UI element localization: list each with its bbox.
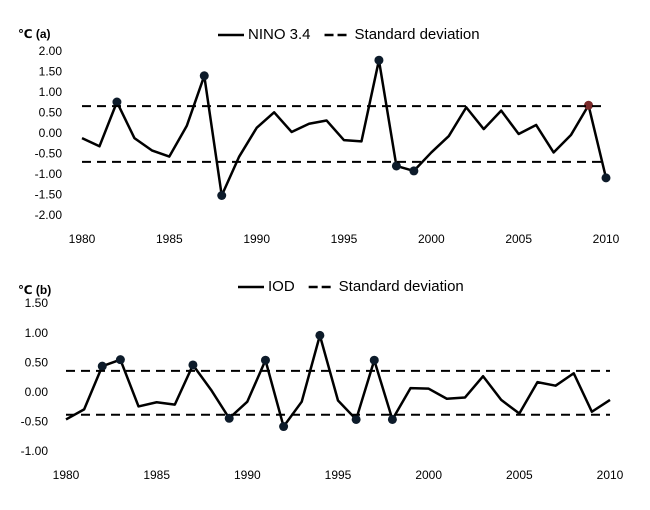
highlight-marker	[217, 191, 227, 200]
annotation: ℃ (b)	[18, 283, 51, 297]
y-tick-label: 0.00	[25, 385, 49, 399]
highlight-marker	[260, 355, 270, 365]
x-tick-label: 2010	[593, 232, 620, 246]
y-tick-label: 1.00	[25, 326, 49, 340]
highlight-marker	[584, 100, 594, 110]
y-tick-label: 1.50	[25, 296, 49, 310]
legend-label: Standard deviation	[355, 26, 480, 43]
legend-label: IOD	[268, 278, 295, 295]
y-tick-label: -0.50	[21, 415, 49, 429]
highlight-marker	[224, 413, 234, 423]
x-tick-label: 1980	[69, 232, 96, 246]
x-tick-label: 2010	[597, 468, 624, 482]
y-tick-label: -2.00	[35, 208, 63, 222]
x-tick-label: 1990	[243, 232, 270, 246]
highlight-marker	[188, 360, 198, 370]
y-tick-label: -1.50	[35, 188, 63, 202]
legend-label: NINO 3.4	[248, 26, 311, 43]
highlight-marker	[112, 97, 122, 107]
series-line	[81, 58, 608, 197]
y-tick-label: 0.50	[39, 106, 63, 120]
x-tick-label: 2000	[415, 468, 442, 482]
x-tick-label: 1985	[156, 232, 183, 246]
highlight-marker	[409, 166, 419, 176]
y-tick-label: 1.50	[39, 65, 63, 79]
highlight-marker	[279, 422, 289, 432]
highlight-marker	[387, 414, 397, 424]
x-tick-label: 2000	[418, 232, 445, 246]
x-tick-label: 1995	[331, 232, 358, 246]
highlight-marker	[391, 161, 401, 171]
legend-label: Standard deviation	[339, 278, 464, 295]
highlight-marker	[351, 414, 361, 424]
highlight-marker	[601, 173, 611, 183]
x-tick-label: 1985	[143, 468, 170, 482]
highlight-marker	[199, 71, 209, 81]
y-tick-label: -1.00	[21, 444, 49, 458]
series-line	[65, 334, 611, 428]
y-tick-label: -0.50	[35, 147, 63, 161]
highlight-marker	[374, 55, 384, 65]
y-tick-label: -1.00	[35, 167, 63, 181]
highlight-marker	[315, 330, 325, 340]
x-tick-label: 2005	[506, 468, 533, 482]
annotation: ℃ (a)	[18, 27, 51, 41]
highlight-marker	[369, 355, 379, 365]
y-tick-label: 1.00	[39, 85, 63, 99]
y-tick-label: 0.50	[25, 355, 49, 369]
x-tick-label: 1995	[325, 468, 352, 482]
highlight-marker	[97, 361, 107, 371]
x-tick-label: 1990	[234, 468, 261, 482]
y-tick-label: 0.00	[39, 126, 63, 140]
x-tick-label: 2005	[505, 232, 532, 246]
y-tick-label: 2.00	[39, 44, 63, 58]
x-tick-label: 1980	[53, 468, 80, 482]
highlight-marker	[115, 355, 125, 365]
